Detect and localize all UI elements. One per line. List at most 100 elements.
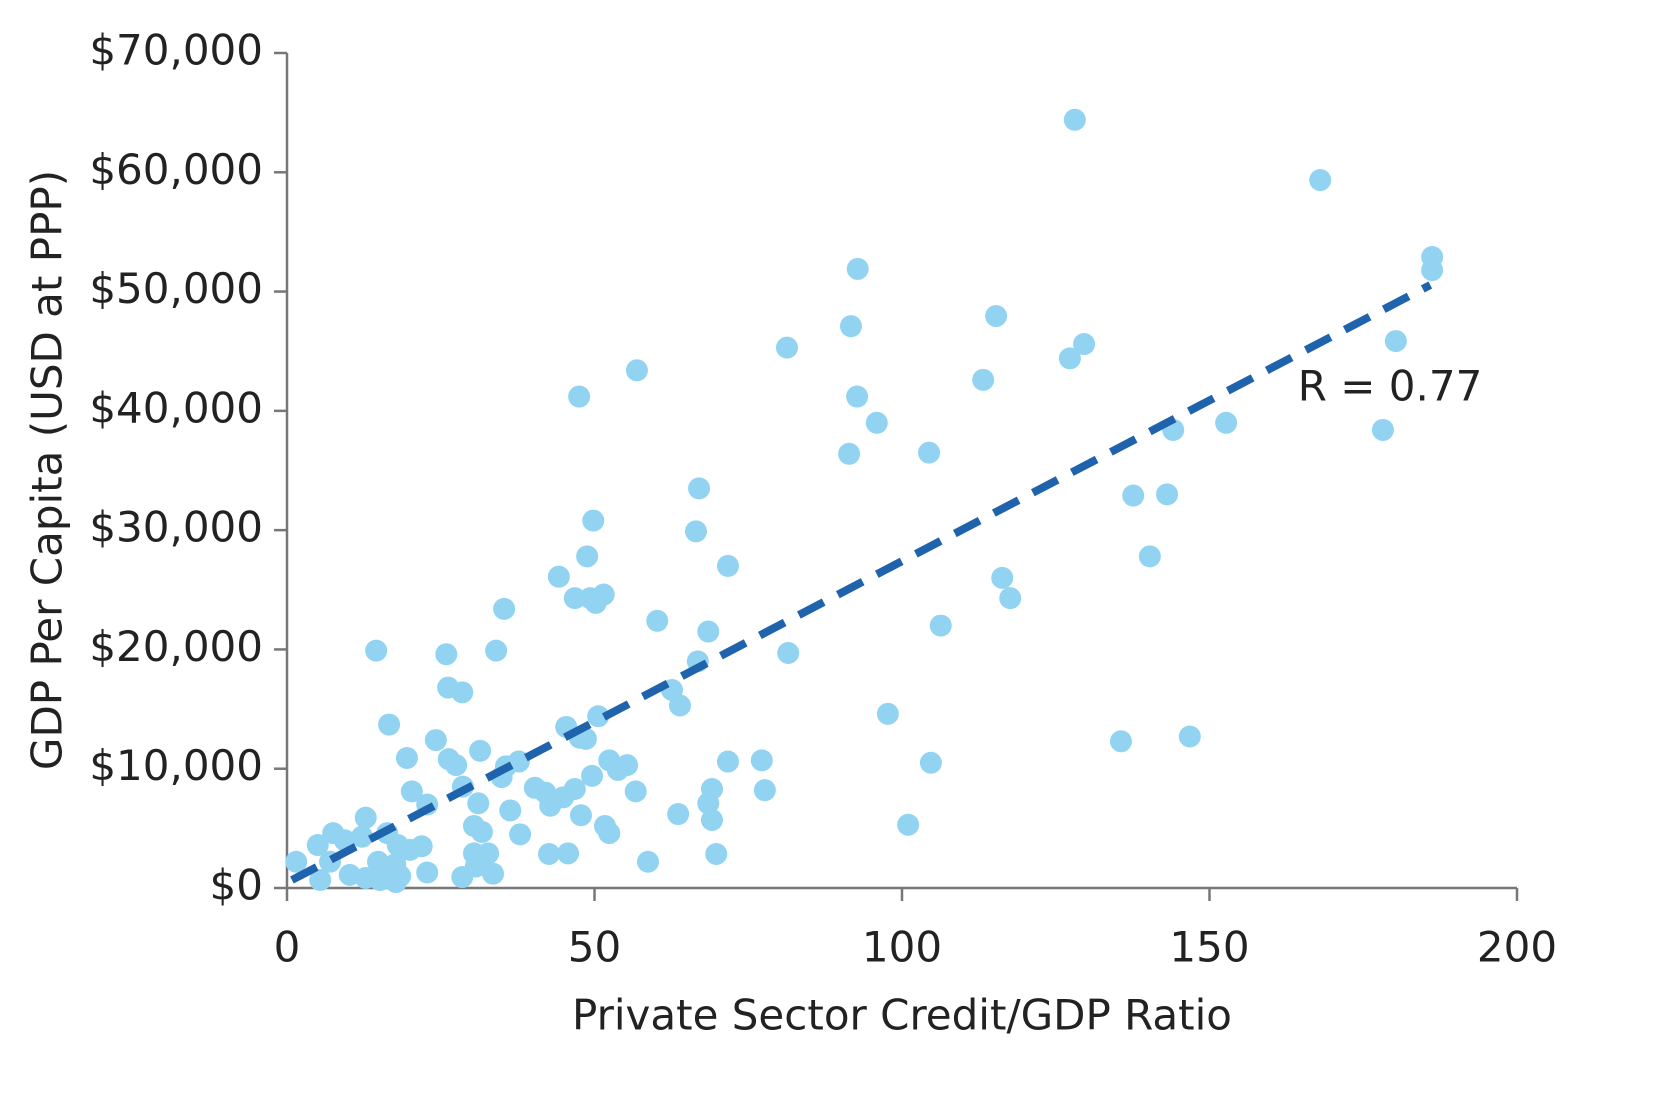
y-tick-label: $30,000 bbox=[89, 503, 263, 552]
point bbox=[1156, 483, 1179, 506]
point bbox=[753, 779, 776, 802]
point bbox=[705, 843, 728, 866]
point bbox=[507, 750, 530, 773]
point bbox=[367, 850, 390, 873]
point bbox=[777, 642, 800, 665]
point bbox=[493, 597, 516, 620]
point bbox=[972, 368, 995, 391]
point bbox=[846, 257, 869, 280]
point bbox=[1178, 725, 1201, 748]
point bbox=[716, 750, 739, 773]
point bbox=[598, 822, 621, 845]
point bbox=[1063, 108, 1086, 131]
point bbox=[838, 442, 861, 465]
point bbox=[1058, 347, 1081, 370]
point bbox=[999, 587, 1022, 610]
point bbox=[365, 639, 388, 662]
point bbox=[416, 861, 439, 884]
y-tick-label: $10,000 bbox=[89, 741, 263, 790]
point bbox=[684, 520, 707, 543]
point bbox=[399, 838, 421, 861]
point bbox=[424, 729, 447, 752]
point bbox=[1384, 330, 1407, 353]
point bbox=[435, 643, 458, 666]
point bbox=[668, 694, 691, 717]
point bbox=[919, 751, 942, 774]
point bbox=[563, 587, 586, 610]
point bbox=[716, 554, 739, 577]
point bbox=[667, 803, 690, 826]
point bbox=[395, 746, 418, 769]
point bbox=[991, 566, 1014, 589]
point bbox=[985, 305, 1008, 328]
point bbox=[582, 509, 605, 532]
point bbox=[1073, 333, 1096, 356]
point bbox=[625, 359, 648, 382]
point bbox=[509, 823, 532, 846]
y-tick-label: $20,000 bbox=[89, 622, 263, 671]
point bbox=[499, 799, 522, 822]
point bbox=[569, 804, 592, 827]
point bbox=[378, 713, 401, 736]
x-tick-label: 0 bbox=[274, 923, 301, 972]
point bbox=[1122, 484, 1145, 507]
point bbox=[688, 477, 711, 500]
point bbox=[469, 739, 492, 762]
point bbox=[646, 609, 669, 632]
point bbox=[606, 758, 629, 781]
point bbox=[451, 681, 474, 704]
point bbox=[485, 639, 508, 662]
annotation: R = 0.77 bbox=[1298, 362, 1483, 411]
point bbox=[581, 764, 604, 787]
x-axis-title: Private Sector Credit/GDP Ratio bbox=[572, 991, 1232, 1040]
point bbox=[1138, 545, 1161, 568]
point bbox=[775, 336, 798, 359]
point bbox=[1309, 169, 1332, 192]
x-tick-label: 200 bbox=[1477, 923, 1557, 972]
point bbox=[1371, 418, 1394, 441]
point bbox=[750, 749, 773, 772]
point bbox=[451, 866, 474, 889]
y-axis-title: GDP Per Capita (USD at PPP) bbox=[23, 170, 72, 770]
point bbox=[557, 842, 580, 865]
point bbox=[587, 705, 610, 728]
point bbox=[539, 794, 562, 817]
point bbox=[368, 869, 391, 892]
y-tick-label: $0 bbox=[210, 861, 263, 910]
x-tick-label: 50 bbox=[568, 923, 621, 972]
point bbox=[445, 754, 468, 777]
point bbox=[697, 792, 720, 815]
y-tick-label: $40,000 bbox=[89, 383, 263, 432]
point bbox=[285, 850, 308, 873]
point bbox=[929, 614, 952, 637]
point bbox=[470, 820, 493, 843]
point bbox=[1109, 730, 1132, 753]
point bbox=[354, 806, 377, 829]
point bbox=[384, 871, 407, 894]
point bbox=[846, 385, 869, 408]
y-tick-label: $60,000 bbox=[89, 145, 263, 194]
point bbox=[1421, 259, 1444, 282]
point bbox=[482, 862, 505, 885]
x-tick-label: 150 bbox=[1169, 923, 1249, 972]
point bbox=[697, 620, 720, 643]
x-tick-label: 100 bbox=[862, 923, 942, 972]
point bbox=[637, 850, 660, 873]
point bbox=[897, 813, 920, 836]
point bbox=[839, 315, 862, 338]
point bbox=[576, 545, 599, 568]
point bbox=[700, 809, 723, 832]
point bbox=[547, 565, 570, 588]
point bbox=[306, 834, 329, 857]
point bbox=[568, 385, 591, 408]
y-tick-label: $50,000 bbox=[89, 264, 263, 313]
point bbox=[400, 780, 423, 803]
point bbox=[624, 780, 647, 803]
point bbox=[1215, 411, 1238, 434]
point bbox=[351, 825, 374, 848]
point bbox=[467, 792, 490, 815]
point bbox=[309, 869, 332, 892]
point bbox=[865, 411, 888, 434]
point bbox=[918, 441, 941, 464]
